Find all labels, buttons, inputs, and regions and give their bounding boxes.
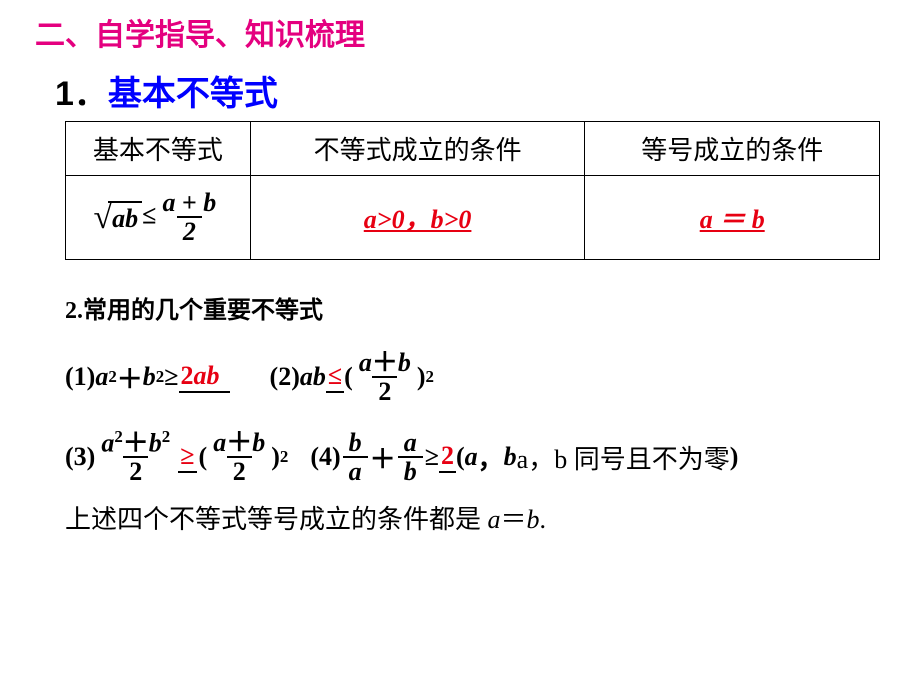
footer-cond: a＝b [488,505,540,534]
table-header-1: 基本不等式 [66,122,251,176]
table-cell-condition: a>0，b>0 [250,176,585,260]
sqrt-expression: √ab [94,199,143,237]
footer-prefix: 上述四个不等式等号成立的条件都是 [65,505,488,534]
subsection-1-number: 1． [55,75,108,113]
table-header-row: 基本不等式 不等式成立的条件 等号成立的条件 [66,122,880,176]
inequality-table: 基本不等式 不等式成立的条件 等号成立的条件 √ab ≤a + b2 a>0，b… [65,121,880,260]
footer-period: . [540,505,547,534]
subsection-2-heading: 2.常用的几个重要不等式 [25,290,895,325]
eq-2-answer: ≤ [326,361,344,393]
subsection-1-text: 基本不等式 [108,75,278,113]
eq-4-answer: 2 [439,441,456,473]
eq-num-1: (1) [65,362,95,392]
eq-num-4: (4) [310,442,340,472]
table-header-3: 等号成立的条件 [585,122,880,176]
table-data-row: √ab ≤a + b2 a>0，b>0 a ＝ b [66,176,880,260]
ge-symbol: ≥ [164,362,178,392]
table-cell-formula: √ab ≤a + b2 [66,176,251,260]
eq-1-answer: 2ab [179,361,230,393]
table-cell-equality: a ＝ b [585,176,880,260]
ge-symbol-2: ≥ [425,442,439,472]
equation-row-2: (3)a2＋b22≥(a＋b2)2 (4)ba＋ab≥2(a，b a，b 同号且… [25,427,895,487]
eq-3-answer: ≥ [178,441,196,473]
eq-num-2: (2) [270,362,300,392]
table-header-2: 不等式成立的条件 [250,122,585,176]
section-heading: 二、自学指导、知识梳理 [25,10,895,54]
footer-note: 上述四个不等式等号成立的条件都是 a＝b. [25,499,895,536]
eq-4-note: a，b 同号且不为零 [517,439,730,476]
subsection-1-heading: 1．基本不等式 [25,66,895,115]
equation-row-1: (1)a2＋b2≥2ab (2)ab≤(a＋b2)2 [25,347,895,407]
eq-num-3: (3) [65,442,95,472]
